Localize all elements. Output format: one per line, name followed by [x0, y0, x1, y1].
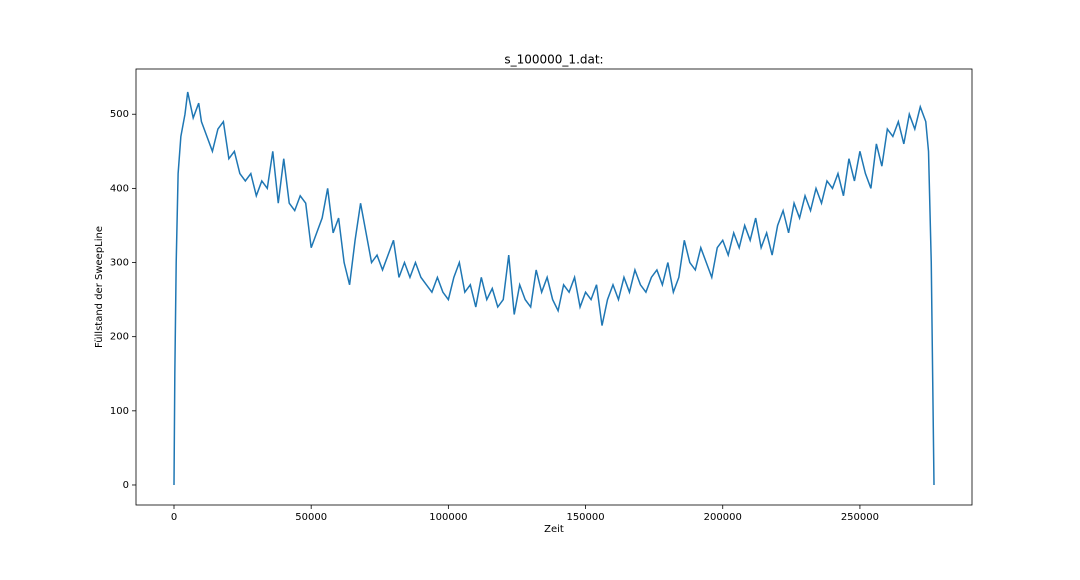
- x-tick-label: 250000: [841, 512, 879, 523]
- y-tick-label: 300: [110, 258, 129, 269]
- y-tick-label: 0: [123, 480, 129, 491]
- plot-frame: [135, 68, 973, 506]
- x-tick-label: 100000: [429, 512, 467, 523]
- y-tick-label: 400: [110, 183, 129, 194]
- y-tick-label: 200: [110, 332, 129, 343]
- line: [173, 91, 935, 485]
- x-tick-label: 150000: [566, 512, 604, 523]
- x-tick-label: 0: [171, 512, 177, 523]
- y-tick-label: 100: [110, 406, 129, 417]
- y-tick-label: 500: [110, 109, 129, 120]
- chart-title: s_100000_1.dat:: [504, 53, 603, 67]
- x-tick-label: 200000: [704, 512, 742, 523]
- x-axis-label: Zeit: [544, 524, 564, 535]
- x-tick-label: 50000: [295, 512, 327, 523]
- y-axis-label: Füllstand der SweepLine: [94, 226, 105, 348]
